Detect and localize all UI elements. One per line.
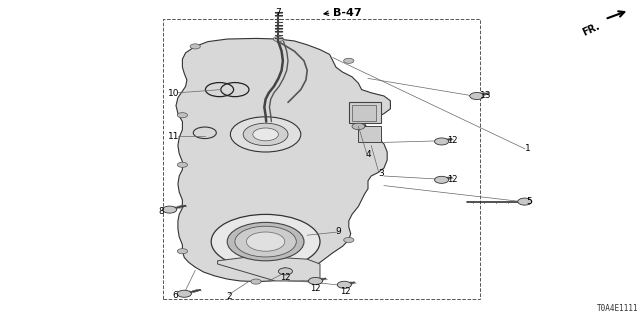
Circle shape [518,198,532,205]
Circle shape [235,226,296,257]
Circle shape [251,279,261,284]
Bar [349,102,381,123]
Circle shape [246,232,285,251]
Circle shape [243,123,288,146]
Circle shape [230,117,301,152]
Text: 12: 12 [447,136,457,145]
Text: 3: 3 [378,169,383,178]
Text: 12: 12 [280,273,291,282]
Circle shape [344,58,354,63]
Circle shape [177,249,188,254]
Text: 12: 12 [447,175,457,184]
Circle shape [211,214,320,269]
Text: 6: 6 [172,291,178,300]
Text: 13: 13 [480,92,492,100]
Text: 12: 12 [340,287,351,296]
Text: 11: 11 [168,132,180,141]
Text: 5: 5 [527,197,532,206]
Circle shape [177,290,191,297]
Circle shape [352,123,365,130]
Circle shape [435,138,449,145]
Circle shape [470,92,484,100]
Text: B-47: B-47 [333,8,362,18]
Text: 2: 2 [227,292,232,301]
Text: FR.: FR. [581,21,602,37]
Text: 1: 1 [525,144,531,153]
Polygon shape [176,38,390,282]
Circle shape [273,36,284,42]
Circle shape [344,237,354,243]
Circle shape [190,44,200,49]
Circle shape [177,113,188,118]
Bar [358,126,381,142]
Text: 8: 8 [158,207,164,216]
Text: 9: 9 [336,228,341,236]
Circle shape [177,162,188,167]
Text: 4: 4 [365,150,371,159]
Circle shape [337,281,351,288]
Polygon shape [218,258,320,281]
Circle shape [308,277,323,284]
Circle shape [253,128,278,141]
Circle shape [435,176,449,183]
Circle shape [278,268,292,275]
Text: 12: 12 [310,284,321,293]
Text: 7: 7 [276,8,281,17]
Circle shape [227,222,304,261]
Bar [163,19,480,299]
Text: 10: 10 [168,89,180,98]
Text: T0A4E1111: T0A4E1111 [597,304,639,313]
Bar [352,105,376,121]
Circle shape [163,206,177,213]
